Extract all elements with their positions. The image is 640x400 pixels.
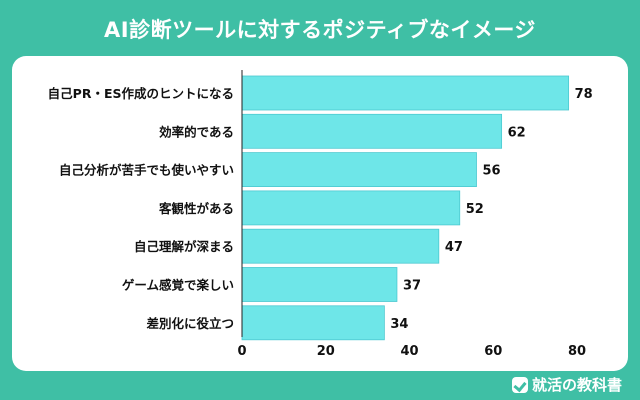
brand-name: 就活の教科書 (531, 376, 622, 394)
x-tick-label-4: 60 (484, 344, 502, 359)
category-label-7: 差別化に役立つ (145, 316, 234, 331)
category-label-6: ゲーム感覚で楽しい (122, 278, 234, 293)
value-label-2: 62 (508, 125, 526, 140)
value-label-6: 37 (403, 279, 421, 294)
value-label-7: 34 (390, 317, 408, 332)
category-label-5: 自己理解が深まる (134, 239, 234, 254)
bar-5 (241, 228, 440, 264)
check-logo-icon (511, 376, 528, 393)
chart-title: AI診断ツールに対するポジティブなイメージ (104, 18, 536, 42)
bar-3 (241, 152, 477, 187)
category-label-1: 自己PR・ES作成のヒントになる (48, 86, 234, 101)
value-label-5: 47 (445, 240, 463, 255)
bar-2 (241, 113, 503, 149)
category-label-2: 効率的である (159, 124, 234, 139)
x-tick-label-2: 20 (317, 344, 335, 359)
category-label-4: 客観性がある (158, 201, 234, 216)
bar-chart: 自己PR・ES作成のヒントになる 78 効率的である 62 自己分析が苦手でも使いやすい… (48, 70, 593, 359)
brand: 就活の教科書 (511, 374, 622, 395)
chart-panel: 自己PR・ES作成のヒントになる 78 効率的である 62 自己分析が苦手でも使いやすい… (12, 56, 628, 371)
x-tick-label-3: 40 (400, 344, 418, 359)
bar-6 (241, 267, 398, 302)
category-label-3: 自己分析が苦手でも使いやすい (59, 163, 234, 178)
bar-1 (241, 75, 570, 111)
value-label-4: 52 (466, 202, 484, 217)
x-tick-label-1: 0 (237, 344, 246, 359)
x-tick-label-5: 80 (568, 344, 586, 359)
value-label-3: 56 (483, 164, 501, 179)
bar-4 (241, 190, 461, 226)
bar-7 (241, 305, 385, 341)
value-label-1: 78 (575, 87, 593, 102)
